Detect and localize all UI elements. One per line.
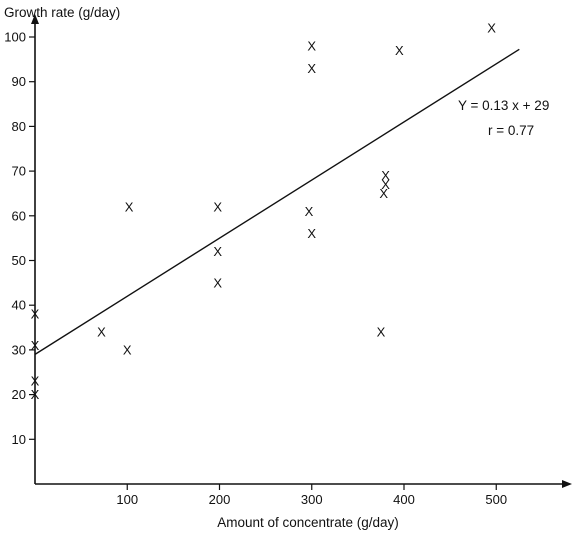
- y-tick-label: 10: [12, 432, 26, 447]
- y-tick-label: 60: [12, 208, 26, 223]
- y-tick-label: 30: [12, 342, 26, 357]
- data-point: X: [123, 342, 132, 357]
- data-point: X: [31, 338, 40, 353]
- data-point: X: [31, 387, 40, 402]
- axes: [31, 14, 572, 488]
- y-tick-label: 80: [12, 119, 26, 134]
- data-point: X: [379, 186, 388, 201]
- y-tick-label: 90: [12, 74, 26, 89]
- data-point: X: [31, 307, 40, 322]
- data-point: X: [213, 244, 222, 259]
- data-point: X: [381, 177, 390, 192]
- data-point: X: [381, 168, 390, 183]
- x-tick-label: 400: [393, 492, 415, 507]
- data-point: X: [487, 21, 496, 36]
- data-point: X: [31, 374, 40, 389]
- correlation-coefficient: r = 0.77: [488, 123, 534, 138]
- data-point: X: [307, 226, 316, 241]
- y-tick-label: 40: [12, 298, 26, 313]
- regression-line-group: [34, 48, 520, 355]
- y-ticks: 10 20 30 40 50 60 70 80 90 100: [4, 30, 35, 447]
- y-axis-title: Growth rate (g/day): [4, 5, 120, 20]
- y-tick-label: 100: [4, 30, 26, 45]
- y-tick-label: 70: [12, 164, 26, 179]
- data-point: X: [97, 325, 106, 340]
- x-ticks: 100 200 300 400 500: [116, 484, 507, 507]
- x-tick-label: 300: [301, 492, 323, 507]
- y-tick-label: 50: [12, 253, 26, 268]
- data-point: X: [125, 199, 134, 214]
- data-point: X: [395, 43, 404, 58]
- x-axis-arrow: [562, 480, 572, 488]
- data-point: X: [307, 61, 316, 76]
- y-tick-label: 20: [12, 387, 26, 402]
- data-point: X: [307, 38, 316, 53]
- x-tick-label: 200: [209, 492, 231, 507]
- data-point: X: [213, 275, 222, 290]
- x-tick-label: 100: [116, 492, 138, 507]
- y-axis-arrow: [31, 14, 39, 24]
- data-point: X: [377, 325, 386, 340]
- x-tick-label: 500: [485, 492, 507, 507]
- data-point: X: [213, 199, 222, 214]
- regression-equation: Y = 0.13 x + 29: [458, 98, 549, 113]
- regression-line: [34, 48, 520, 355]
- data-point: X: [305, 204, 314, 219]
- x-axis-title: Amount of concentrate (g/day): [217, 515, 399, 530]
